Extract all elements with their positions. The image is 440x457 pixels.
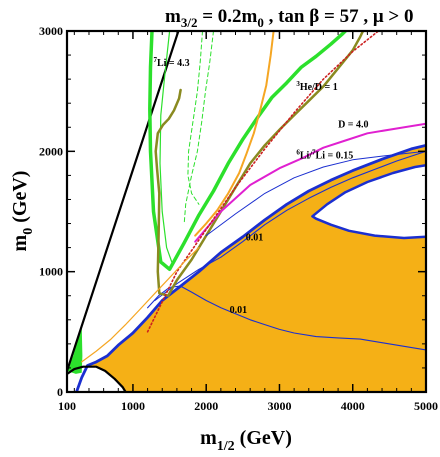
x-tick-label: 2000	[194, 399, 218, 413]
series-D-contour	[194, 122, 426, 243]
series-left-excluded-line	[67, 31, 180, 372]
axes: 100 1000 2000 3000 4000 5000 0 1000 2000 3000	[39, 24, 438, 413]
series-contour-0.01-lower	[147, 285, 426, 351]
x-tick-label: 100	[58, 399, 76, 413]
annotation-3: 6Li/7Li = 0.15	[296, 149, 353, 162]
annotations: 7Li = 4.3 3He/D = 1 D = 4.0 6Li/7Li = 0.15 0…	[153, 56, 368, 316]
annotation-0: 7Li = 4.3	[153, 56, 189, 69]
series-7Li-dashed-b	[183, 31, 214, 224]
series-7Li-thin-outer	[159, 31, 173, 263]
series-pocket-boundary	[311, 163, 426, 240]
x-tick-label: 5000	[414, 399, 438, 413]
plot-frame	[65, 29, 428, 394]
series-contour-0.01-upper	[154, 150, 426, 302]
series-6Li/7Li-contour	[205, 150, 426, 237]
y-tick-label: 1000	[39, 265, 63, 279]
series-red-dotted	[146, 31, 380, 333]
series-7Li-dashed-a	[187, 31, 203, 205]
series-orange-lower	[81, 247, 200, 363]
y-tick-label: 0	[57, 385, 63, 399]
series-upper-white-pocket	[312, 165, 426, 238]
series-excluded-boundary	[67, 365, 127, 392]
series-lower-excluded-region	[67, 366, 126, 392]
annotation-1: 3He/D = 1	[296, 80, 337, 93]
annotation-2: D = 4.0	[338, 119, 368, 130]
x-tick-label: 1000	[121, 399, 145, 413]
x-tick-label: 4000	[341, 399, 365, 413]
x-tick-label: 3000	[267, 399, 291, 413]
series-7Li-contour	[148, 31, 348, 272]
chart-title: m3/2 = 0.2m0 , tan β = 57 , μ > 0	[165, 6, 413, 30]
x-axis-label: m1/2 (GeV)	[200, 427, 292, 454]
series-3He/D-contour	[194, 31, 275, 237]
y-axis-label: m0 (GeV)	[9, 171, 36, 252]
plot-area	[67, 31, 426, 392]
annotation-5: 0.01	[230, 305, 248, 316]
annotation-4: 0.01	[246, 232, 263, 243]
y-tick-label: 3000	[39, 24, 63, 38]
series-olive-contour	[154, 31, 365, 297]
y-tick-label: 2000	[39, 144, 63, 158]
series-boundary-contour	[75, 143, 426, 392]
